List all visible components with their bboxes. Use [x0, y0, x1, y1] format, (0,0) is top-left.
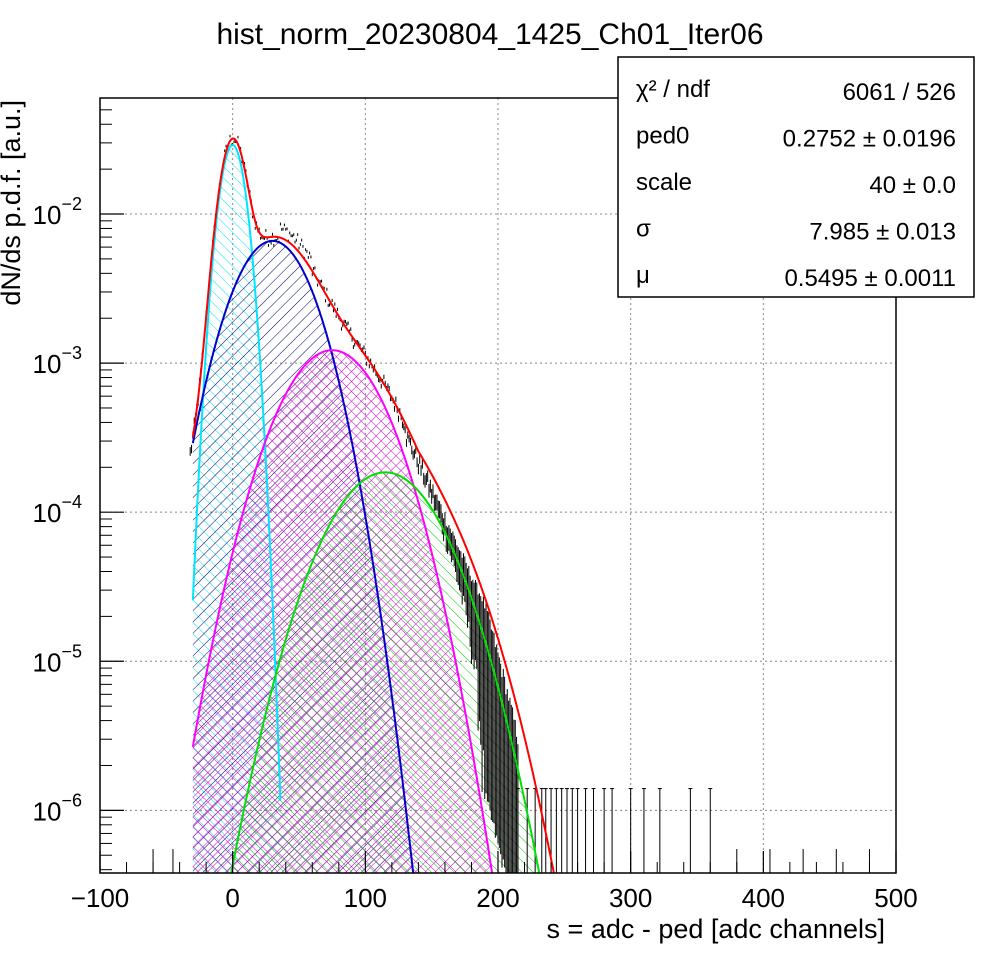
stats-label: χ² / ndf [636, 76, 710, 103]
component-curve-pedestal [191, 144, 282, 801]
y-tick-label: 10−6 [33, 790, 82, 826]
x-tick-label: 100 [344, 883, 387, 913]
chart-title: hist_norm_20230804_1425_Ch01_Iter06 [216, 18, 763, 51]
stats-label: σ [636, 216, 651, 243]
axes: −100 0 100 200 300 400 500 10−6 10−5 10−4 10−3 10−2 [33, 97, 918, 913]
component-curve-2pe [191, 349, 494, 873]
stats-box-frame [617, 56, 975, 298]
x-tick-label: 200 [476, 883, 519, 913]
y-tick-label: 10−2 [33, 194, 82, 230]
total-fit-curve [191, 137, 555, 873]
stats-label: μ [636, 262, 650, 289]
fit-curves [191, 137, 555, 873]
component-curve-3pe [230, 471, 541, 873]
x-tick-label: −100 [71, 883, 130, 913]
stats-label: scale [636, 169, 692, 196]
stats-value: 6061 / 526 [843, 79, 956, 106]
stats-value: 7.985 ± 0.013 [809, 219, 956, 246]
component-fill-3pe [223, 472, 548, 873]
x-axis-label: s = adc - ped [adc channels] [547, 914, 885, 944]
stats-value: 40 ± 0.0 [869, 172, 956, 199]
x-tick-label: 300 [609, 883, 652, 913]
y-tick-label: 10−5 [33, 641, 82, 677]
y-axis-label: dN/ds p.d.f. [a.u.] [0, 100, 26, 306]
stats-label: ped0 [636, 123, 689, 150]
y-tick-label: 10−3 [33, 343, 82, 379]
y-tick-label: 10−4 [33, 492, 82, 528]
component-fills [192, 145, 548, 873]
x-tick-label: 0 [225, 883, 239, 913]
stats-box: χ² / ndf 6061 / 526 ped0 0.2752 ± 0.0196 sca… [617, 56, 975, 298]
component-curve-1pe [191, 239, 415, 873]
stats-value: 0.5495 ± 0.0011 [784, 265, 956, 292]
stats-value: 0.2752 ± 0.0196 [783, 126, 956, 153]
x-tick-label: 400 [742, 883, 785, 913]
x-tick-label: 500 [874, 883, 917, 913]
